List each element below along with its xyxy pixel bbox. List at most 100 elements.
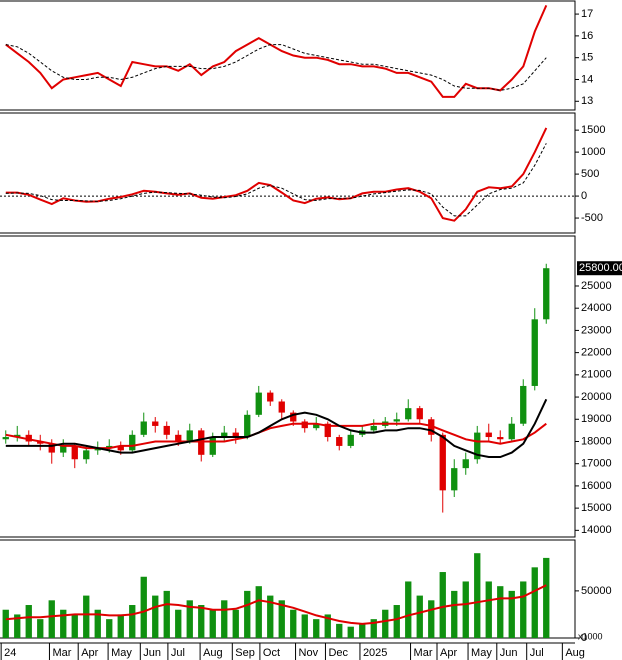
candle-body xyxy=(152,421,159,426)
candle-body xyxy=(301,421,308,429)
candle-body xyxy=(221,432,228,438)
x-tick-label: Mar xyxy=(52,647,71,659)
volume-bar xyxy=(106,619,113,638)
x-tick-label: Jul xyxy=(530,647,544,659)
candle-body xyxy=(25,434,32,442)
volume-bar xyxy=(221,600,228,638)
volume-bar xyxy=(290,609,297,638)
unit-label: x1000 xyxy=(578,631,603,641)
panel-frame xyxy=(0,112,576,234)
volume-bar xyxy=(347,626,354,638)
series-line xyxy=(5,127,548,222)
candle-body xyxy=(267,392,274,402)
volume-bar xyxy=(37,619,44,638)
candle-body xyxy=(290,412,297,422)
volume-bar xyxy=(313,619,320,638)
series-line xyxy=(5,143,547,217)
candle-body xyxy=(186,430,193,442)
volume-bar xyxy=(462,581,469,638)
volume-bar xyxy=(71,614,78,638)
y-tick-label: 20000 xyxy=(581,391,612,403)
candle-body xyxy=(451,468,458,491)
volume-bar xyxy=(359,623,366,638)
volume-bar xyxy=(543,557,550,638)
candle-body xyxy=(244,414,251,438)
candle-body xyxy=(255,392,262,415)
volume-bar xyxy=(428,600,435,638)
y-tick-label: 15 xyxy=(581,52,593,64)
x-tick-label: Sep xyxy=(235,647,255,659)
series-line xyxy=(5,584,547,625)
volume-bar xyxy=(439,572,446,638)
volume-bar xyxy=(497,586,504,638)
volume-bar xyxy=(209,609,216,638)
series-line xyxy=(5,44,547,91)
volume-bar xyxy=(163,590,170,638)
y-tick-label: 14 xyxy=(581,73,593,85)
y-tick-label: 19000 xyxy=(581,413,612,425)
volume-bar xyxy=(520,581,527,638)
volume-bar xyxy=(474,553,481,638)
candle-body xyxy=(163,425,170,435)
y-tick-label: 17 xyxy=(581,8,593,20)
x-tick-label: Aug xyxy=(565,647,585,659)
candle-body xyxy=(14,434,21,438)
volume-bar xyxy=(393,605,400,638)
volume-bar xyxy=(186,600,193,638)
y-tick-label: 1500 xyxy=(581,124,605,136)
y-tick-label: 0 xyxy=(581,190,587,202)
candle-body xyxy=(140,421,147,435)
candle-body xyxy=(347,434,354,446)
last-price-box xyxy=(577,261,622,276)
candle-body xyxy=(416,408,423,420)
x-tick-label: Jun xyxy=(143,647,161,659)
volume-bar xyxy=(2,609,9,638)
volume-bar xyxy=(301,614,308,638)
candle-body xyxy=(129,434,136,451)
volume-bar xyxy=(508,590,515,638)
candle-body xyxy=(313,423,320,429)
candle-body xyxy=(405,408,412,420)
y-tick-label: 21000 xyxy=(581,369,612,381)
candle-body xyxy=(497,437,504,440)
y-tick-label: 14000 xyxy=(581,524,612,536)
volume-bar xyxy=(370,619,377,638)
volume-bar xyxy=(60,609,67,638)
candle-body xyxy=(209,437,216,455)
candle-body xyxy=(474,432,481,460)
candle-body xyxy=(543,268,550,320)
x-tick-label: Jul xyxy=(171,647,185,659)
volume-bar xyxy=(25,605,32,638)
candle-body xyxy=(48,443,55,453)
volume-bar xyxy=(129,605,136,638)
x-tick-label: Apr xyxy=(81,647,98,659)
y-tick-label: 16 xyxy=(581,30,593,42)
candle-body xyxy=(531,319,538,386)
x-tick-label: Apr xyxy=(440,647,457,659)
y-tick-label: 15000 xyxy=(581,502,612,514)
candle-body xyxy=(60,445,67,453)
candle-body xyxy=(175,434,182,442)
panel-frame xyxy=(0,0,576,111)
candle-body xyxy=(439,434,446,491)
candle-body xyxy=(393,419,400,422)
candle-body xyxy=(198,430,205,455)
volume-bar xyxy=(255,586,262,638)
x-tick-label: May xyxy=(111,647,132,659)
y-tick-label: 50000 xyxy=(581,585,612,597)
volume-bar xyxy=(336,623,343,638)
y-tick-label: 16000 xyxy=(581,480,612,492)
panel-frame xyxy=(0,235,576,538)
volume-bar xyxy=(198,605,205,638)
volume-bar xyxy=(94,609,101,638)
y-tick-label: 25000 xyxy=(581,280,612,292)
x-tick-label: Mar xyxy=(414,647,433,659)
series-line xyxy=(5,422,547,450)
volume-bar xyxy=(382,609,389,638)
y-tick-label: 24000 xyxy=(581,302,612,314)
candle-body xyxy=(428,419,435,435)
y-tick-label: 18000 xyxy=(581,435,612,447)
y-tick-label: 500 xyxy=(581,168,599,180)
panel-frame xyxy=(0,539,576,639)
